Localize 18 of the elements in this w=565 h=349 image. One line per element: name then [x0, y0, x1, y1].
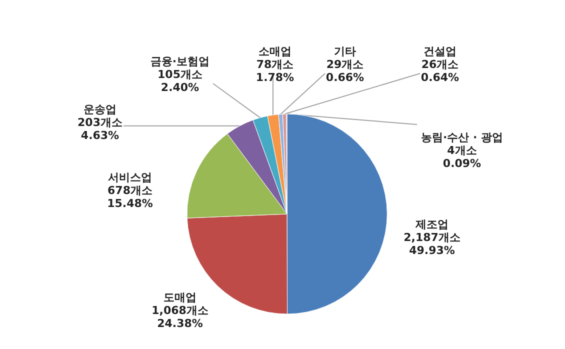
data-label: 78개소 1.78% — [256, 58, 294, 84]
data-label: 2,187개소 49.93% — [404, 231, 460, 257]
slice-label: 소매업 — [258, 45, 292, 58]
slice-label: 제조업 — [414, 218, 448, 231]
slice-label: 운송업 — [84, 103, 116, 116]
slice-label: 금융·보험업 — [150, 55, 210, 68]
data-label: 4개소 0.09% — [442, 144, 482, 170]
data-label: 26개소 0.64% — [420, 58, 460, 84]
slice-label: 서비스업 — [108, 171, 152, 184]
data-label: 105개소 2.40% — [158, 68, 202, 94]
data-label: 29개소 0.66% — [326, 58, 364, 84]
data-label: 203개소 4.63% — [78, 116, 122, 142]
data-label: 1,068개소 24.38% — [152, 304, 208, 330]
slice-label: 농림·수산 · 광업 — [420, 131, 504, 144]
data-label: 678개소 15.48% — [107, 184, 153, 210]
slice-label: 건설업 — [424, 45, 456, 58]
slice-label: 기타 — [334, 45, 356, 58]
slice-label: 도매업 — [164, 291, 196, 304]
